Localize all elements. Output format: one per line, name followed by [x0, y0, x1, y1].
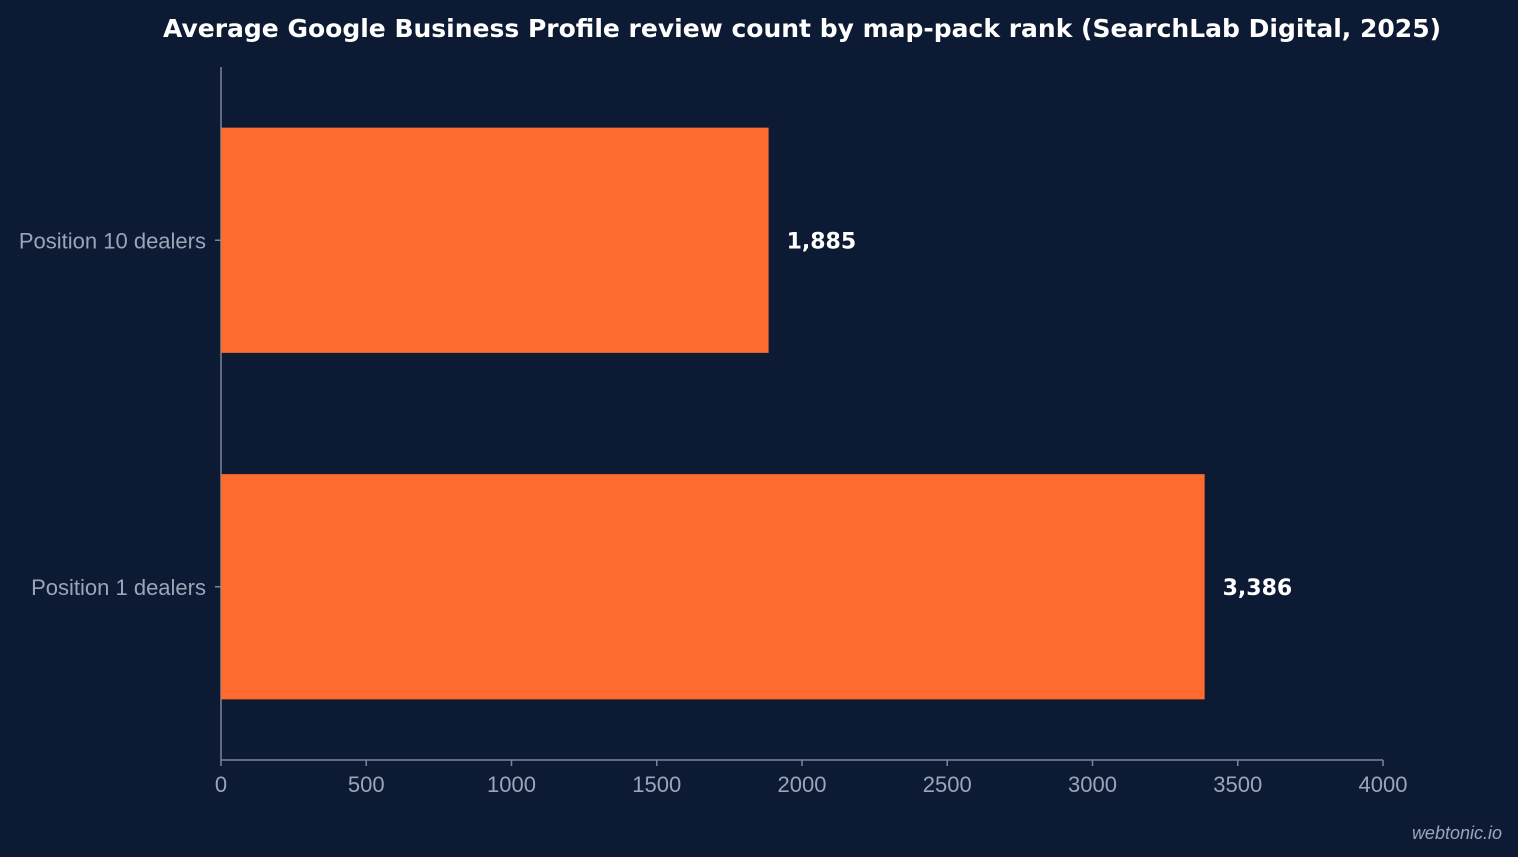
bar — [221, 127, 769, 353]
x-tick-label: 3500 — [1213, 772, 1262, 797]
x-tick-label: 1000 — [487, 772, 536, 797]
bar — [221, 474, 1205, 700]
y-category-label: Position 1 dealers — [31, 575, 206, 600]
bar-value-label: 1,885 — [787, 229, 857, 254]
x-tick-label: 0 — [215, 772, 227, 797]
x-tick-label: 4000 — [1359, 772, 1408, 797]
x-tick-label: 500 — [348, 772, 385, 797]
x-tick-label: 2000 — [778, 772, 827, 797]
x-tick-label: 3000 — [1068, 772, 1117, 797]
chart-title: Average Google Business Profile review c… — [163, 14, 1441, 43]
x-tick-label: 1500 — [632, 772, 681, 797]
y-category-label: Position 10 dealers — [19, 228, 206, 253]
bar-value-label: 3,386 — [1223, 576, 1293, 601]
plot-area: 0 500 1000 1500 2000 2500 3000 3500 4000 Position… — [19, 67, 1408, 797]
watermark-text: webtonic.io — [1412, 823, 1502, 843]
x-tick-label: 2500 — [923, 772, 972, 797]
